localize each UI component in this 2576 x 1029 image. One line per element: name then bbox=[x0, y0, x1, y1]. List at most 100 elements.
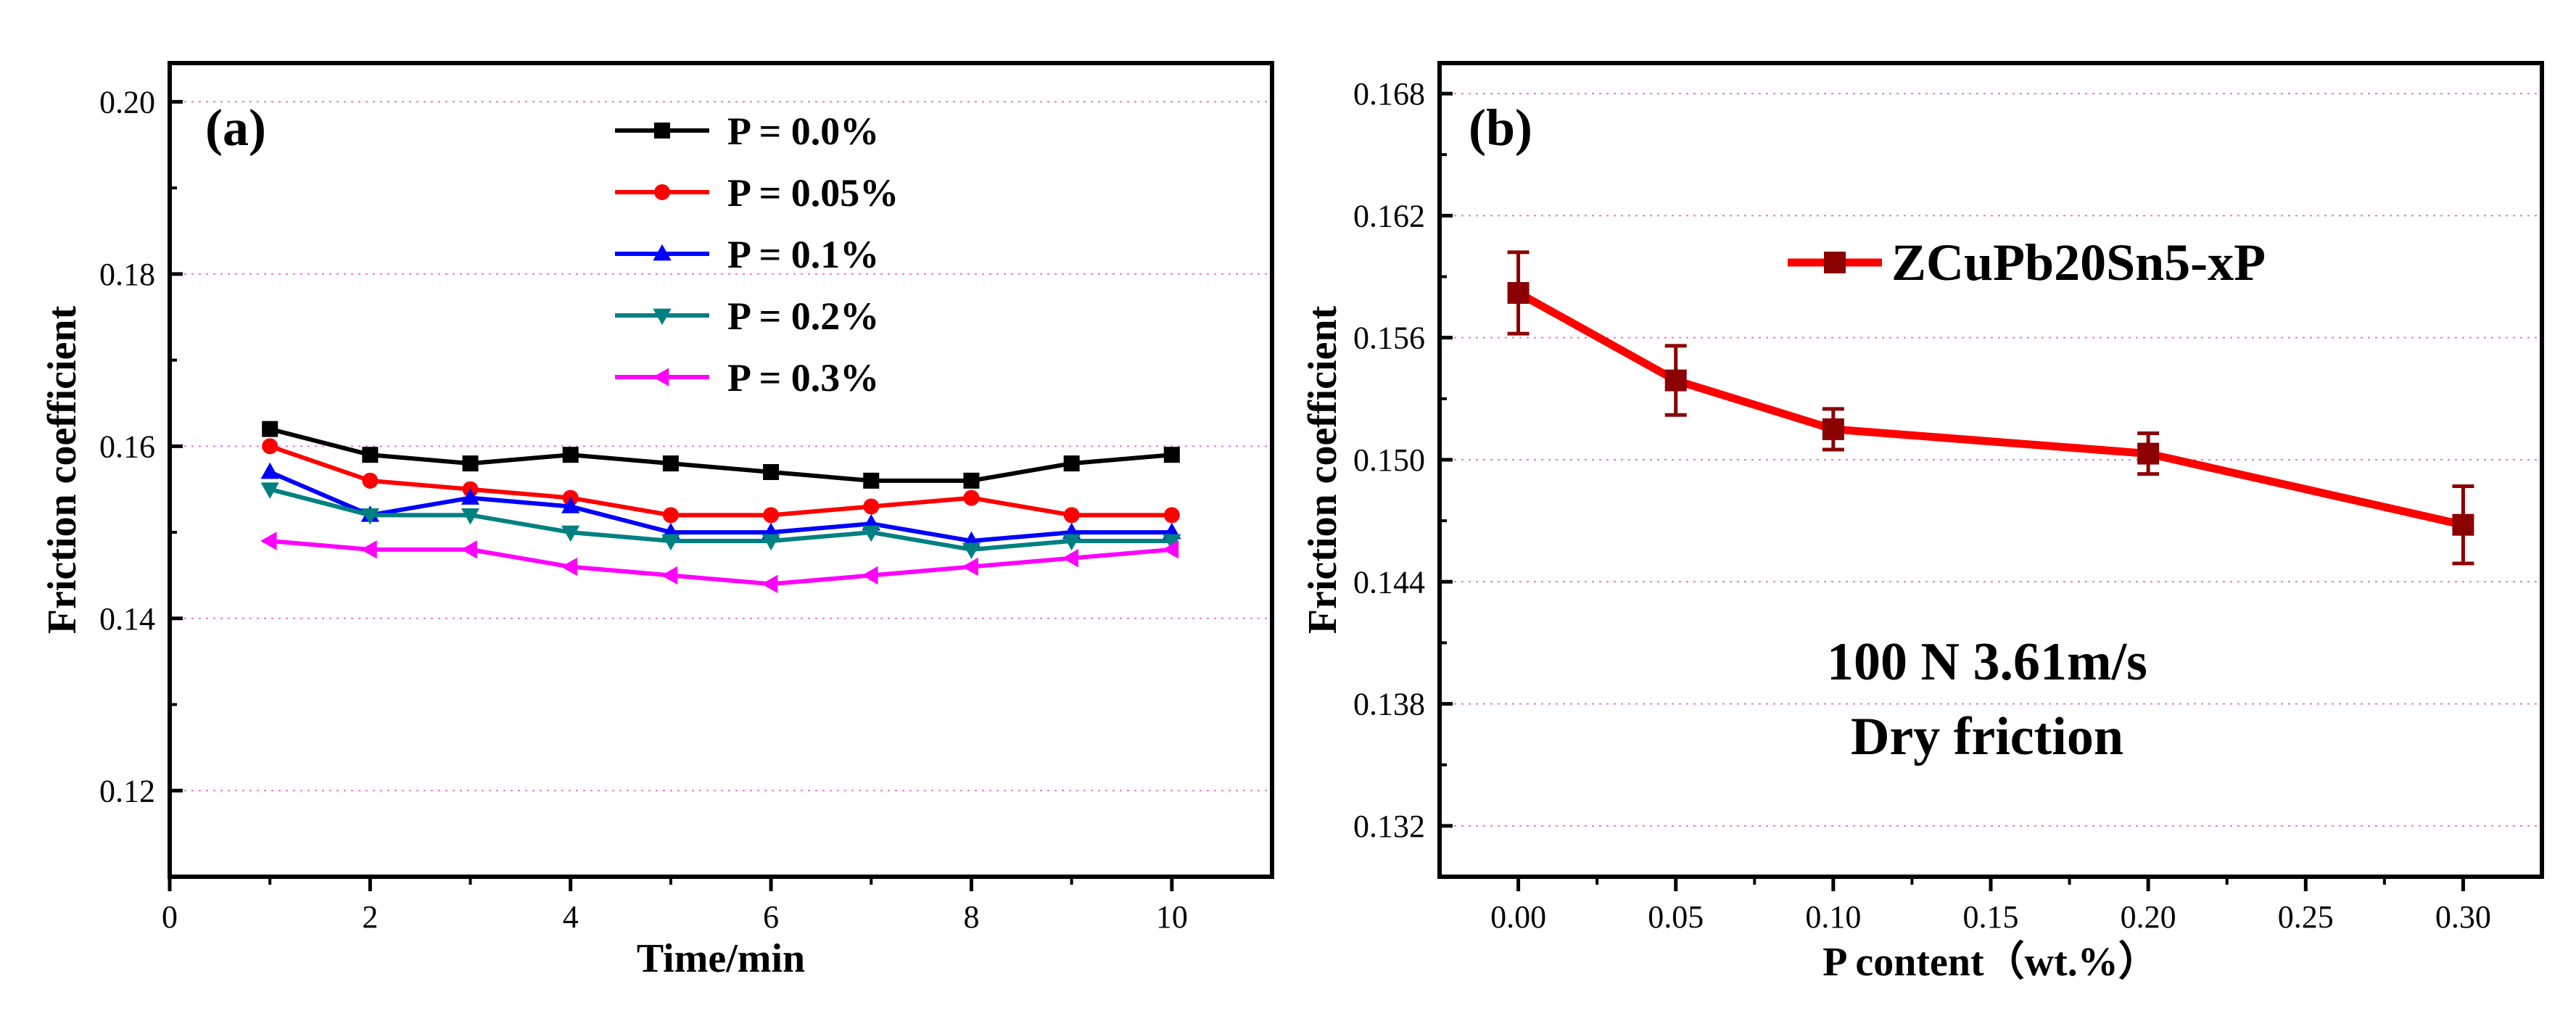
a-legend-label: P = 0.0% bbox=[727, 109, 879, 153]
a-legend-label: P = 0.3% bbox=[727, 356, 879, 400]
b-x-axis-label: P content（wt.%） bbox=[1822, 939, 2159, 985]
b-panel-label: (b) bbox=[1469, 99, 1532, 157]
a-legend-marker bbox=[653, 244, 672, 261]
a-data-point bbox=[260, 532, 277, 550]
a-series-line bbox=[269, 444, 1172, 518]
a-data-point bbox=[262, 421, 278, 437]
a-x-tick-label: 10 bbox=[1156, 899, 1188, 935]
a-data-point bbox=[461, 540, 477, 559]
a-data-point bbox=[1163, 534, 1181, 551]
a-x-tick-label: 0 bbox=[162, 899, 178, 935]
a-data-point bbox=[863, 472, 880, 489]
a-legend-label: P = 0.05% bbox=[727, 171, 899, 215]
b-series-0 bbox=[1507, 250, 2474, 566]
a-series-layer bbox=[260, 421, 1181, 593]
a-data-point bbox=[362, 447, 379, 463]
a-data-point bbox=[360, 508, 380, 525]
a-data-point bbox=[461, 488, 480, 505]
b-gridlines bbox=[1440, 93, 2542, 827]
b-data-point bbox=[2137, 442, 2160, 465]
b-annotation-load-speed: 100 N 3.61m/s bbox=[1827, 632, 2147, 692]
b-data-point bbox=[1822, 418, 1844, 440]
a-data-point bbox=[763, 463, 780, 480]
a-data-point bbox=[962, 542, 981, 560]
a-series-4 bbox=[260, 532, 1179, 593]
a-data-point bbox=[462, 455, 479, 472]
b-legend-marker bbox=[1824, 252, 1846, 273]
b-y-axis-label: Friction coefficient bbox=[1300, 305, 1345, 634]
b-series-layer bbox=[1507, 250, 2474, 566]
a-y-tick-label: 0.20 bbox=[99, 84, 155, 120]
b-y-tick-label: 0.156 bbox=[1353, 321, 1425, 356]
a-legend: P = 0.0% P = 0.05% P = 0.1% P = 0.2% P = 0.3… bbox=[615, 109, 899, 400]
b-y-tick-label: 0.132 bbox=[1353, 809, 1425, 844]
a-data-point bbox=[1062, 549, 1078, 568]
a-legend-marker bbox=[653, 308, 672, 326]
b-y-tick-label: 0.168 bbox=[1353, 76, 1425, 112]
a-series-3 bbox=[260, 482, 1181, 560]
panel-a: 0.12 0.14 0.16 0.18 0.20 0 2 4 6 8 10 (a) Time/min… bbox=[40, 61, 1274, 981]
a-x-axis-label: Time/min bbox=[637, 936, 805, 981]
a-data-point bbox=[362, 472, 379, 489]
a-data-point bbox=[1163, 447, 1180, 463]
a-data-point bbox=[262, 438, 278, 455]
a-data-point bbox=[962, 557, 978, 577]
a-data-point bbox=[1062, 534, 1081, 551]
a-data-point bbox=[461, 508, 480, 525]
a-axis-ticks: 0.12 0.14 0.16 0.18 0.20 0 2 4 6 8 10 bbox=[99, 84, 1188, 935]
a-x-tick-label: 2 bbox=[362, 899, 378, 935]
a-series-2 bbox=[260, 462, 1181, 548]
a-series-line bbox=[269, 426, 1173, 483]
a-data-point bbox=[260, 462, 279, 479]
b-data-point bbox=[1664, 369, 1687, 392]
a-data-point bbox=[1163, 507, 1180, 524]
a-series-1 bbox=[262, 438, 1180, 524]
b-data-point bbox=[1507, 281, 1530, 304]
a-legend-label: P = 0.1% bbox=[727, 233, 879, 276]
a-x-tick-label: 4 bbox=[563, 899, 579, 935]
b-x-tick-label: 0.05 bbox=[1648, 899, 1704, 935]
b-y-tick-label: 0.144 bbox=[1353, 564, 1425, 600]
a-data-point bbox=[661, 566, 678, 585]
a-series-0 bbox=[262, 421, 1180, 489]
a-legend-item: P = 0.2% bbox=[615, 294, 879, 338]
b-legend-label: ZCuPb20Sn5-xP bbox=[1891, 234, 2266, 292]
b-legend: ZCuPb20Sn5-xP bbox=[1788, 234, 2266, 292]
a-data-point bbox=[561, 525, 580, 542]
a-data-point bbox=[763, 507, 780, 524]
a-y-tick-label: 0.12 bbox=[99, 773, 155, 809]
b-x-tick-label: 0.00 bbox=[1490, 899, 1546, 935]
a-legend-item: P = 0.05% bbox=[615, 171, 899, 215]
b-y-tick-label: 0.150 bbox=[1353, 442, 1425, 478]
a-data-point bbox=[662, 455, 679, 472]
b-x-tick-label: 0.15 bbox=[1963, 899, 2019, 935]
a-x-tick-label: 8 bbox=[963, 899, 979, 935]
a-legend-item: P = 0.0% bbox=[615, 109, 879, 153]
a-legend-marker bbox=[654, 184, 670, 200]
b-legend-item: ZCuPb20Sn5-xP bbox=[1788, 234, 2266, 292]
a-data-point bbox=[761, 574, 778, 593]
b-y-tick-label: 0.138 bbox=[1353, 687, 1425, 722]
b-x-tick-label: 0.25 bbox=[2278, 899, 2334, 935]
b-x-tick-label: 0.10 bbox=[1805, 899, 1861, 935]
a-plot-frame bbox=[168, 61, 1274, 879]
a-data-point bbox=[1063, 507, 1080, 524]
a-data-point bbox=[662, 507, 679, 524]
a-data-point bbox=[862, 566, 878, 585]
a-series-line bbox=[269, 487, 1172, 552]
a-data-point bbox=[360, 540, 377, 559]
b-x-tick-label: 0.20 bbox=[2121, 899, 2176, 935]
panel-b: 0.132 0.138 0.144 0.150 0.156 0.162 0.168 0.00 0… bbox=[1300, 61, 2544, 985]
a-data-point bbox=[661, 534, 680, 551]
a-y-axis-label: Friction coefficient bbox=[40, 305, 85, 634]
a-legend-marker bbox=[654, 123, 670, 139]
b-series-line bbox=[1516, 289, 2464, 529]
a-legend-marker bbox=[652, 368, 669, 387]
a-data-point bbox=[761, 534, 780, 551]
b-x-tick-label: 0.30 bbox=[2435, 899, 2491, 935]
a-y-tick-label: 0.18 bbox=[99, 257, 155, 292]
a-gridlines bbox=[170, 101, 1272, 792]
a-panel-label: (a) bbox=[205, 99, 266, 157]
a-legend-label: P = 0.2% bbox=[727, 294, 879, 338]
